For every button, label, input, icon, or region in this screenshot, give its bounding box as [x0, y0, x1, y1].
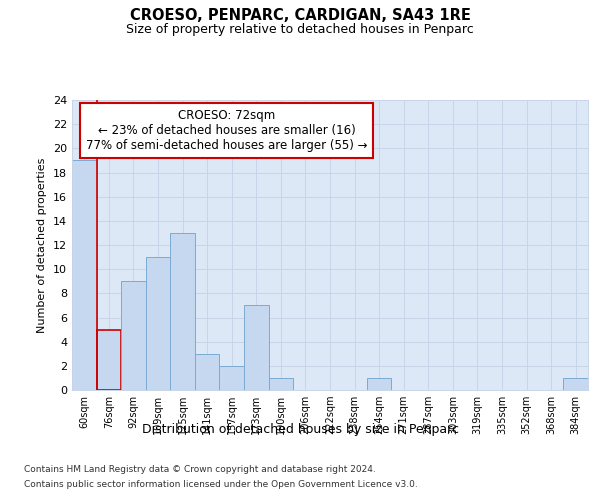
Bar: [269, 378, 293, 390]
Y-axis label: Number of detached properties: Number of detached properties: [37, 158, 47, 332]
Bar: [121, 281, 146, 390]
Bar: [244, 306, 269, 390]
Bar: [367, 378, 391, 390]
Bar: [170, 233, 195, 390]
Text: Size of property relative to detached houses in Penparc: Size of property relative to detached ho…: [126, 22, 474, 36]
Text: CROESO: 72sqm
← 23% of detached houses are smaller (16)
77% of semi-detached hou: CROESO: 72sqm ← 23% of detached houses a…: [86, 108, 368, 152]
Bar: [195, 354, 220, 390]
Text: CROESO, PENPARC, CARDIGAN, SA43 1RE: CROESO, PENPARC, CARDIGAN, SA43 1RE: [130, 8, 470, 22]
Bar: [97, 330, 121, 390]
Text: Contains HM Land Registry data © Crown copyright and database right 2024.: Contains HM Land Registry data © Crown c…: [24, 465, 376, 474]
Bar: [220, 366, 244, 390]
Text: Distribution of detached houses by size in Penparc: Distribution of detached houses by size …: [142, 422, 458, 436]
Bar: [72, 160, 97, 390]
Bar: [563, 378, 588, 390]
Bar: [146, 257, 170, 390]
Text: Contains public sector information licensed under the Open Government Licence v3: Contains public sector information licen…: [24, 480, 418, 489]
